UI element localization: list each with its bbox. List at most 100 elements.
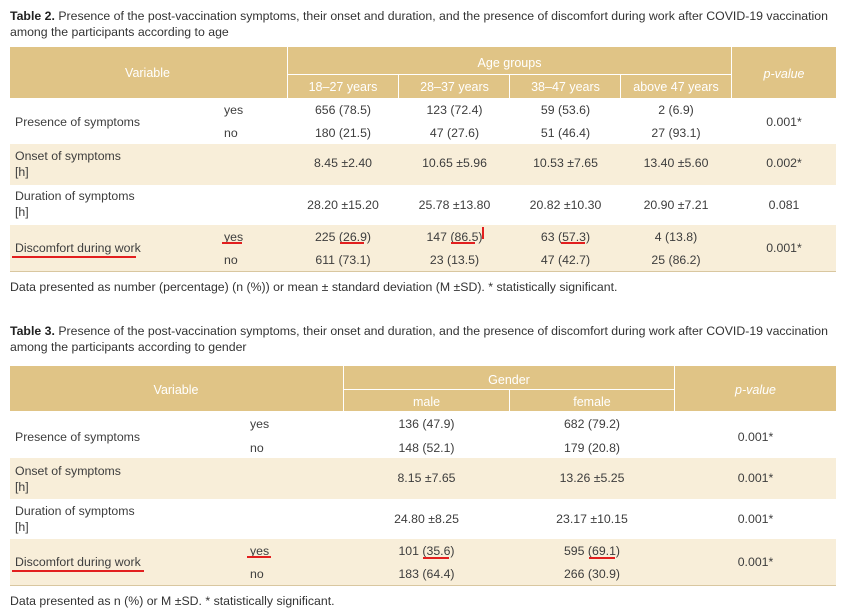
row-label: Discomfort during work	[15, 241, 141, 255]
row-unit: [h]	[15, 480, 29, 494]
col-header: male	[412, 395, 441, 409]
p-value: 0.001*	[737, 430, 774, 444]
p-value: 0.001*	[766, 115, 802, 129]
cell-value: 24.80 ±8.25	[394, 512, 459, 526]
cell-value: 59 (53.6)	[540, 103, 591, 117]
annotation-underline	[340, 242, 364, 244]
pvalue-header: p-value	[735, 383, 776, 397]
cell-value: 8.15 ±7.65	[397, 471, 456, 485]
table3-header: Variable Gender male female p-value	[10, 366, 836, 411]
cell-value: 13.26 ±5.25	[559, 471, 625, 485]
row-label: Discomfort during work	[15, 555, 141, 569]
annotation-mark	[482, 227, 484, 239]
cell-value: 47 (27.6)	[429, 126, 480, 140]
row-unit: [h]	[15, 165, 29, 179]
p-value: 0.001*	[737, 471, 774, 485]
annotation-underline	[222, 242, 242, 244]
cell-value: 148 (52.1)	[398, 441, 455, 455]
cell-value: 20.90 ±7.21	[643, 198, 709, 212]
cell-value: 147 (86.5)	[426, 230, 483, 244]
row-label: Duration of symptoms	[15, 189, 135, 203]
cell-value: 10.53 ±7.65	[533, 156, 598, 170]
cell-value: 63 (57.3)	[540, 230, 591, 244]
table-row: Onset of symptoms [h] 8.15 ±7.65 13.26 ±…	[10, 458, 836, 499]
row-label: Onset of symptoms	[15, 149, 121, 163]
row-label: Presence of symptoms	[15, 430, 141, 444]
annotation-underline	[589, 557, 615, 559]
variable-header: Variable	[125, 66, 170, 80]
age-groups-header: Age groups	[477, 56, 542, 70]
p-value: 0.001*	[766, 241, 802, 255]
cell-value: 20.82 ±10.30	[529, 198, 602, 212]
yes-label: yes	[250, 417, 270, 431]
p-value: 0.001*	[737, 555, 774, 569]
cell-value: 611 (73.1)	[315, 253, 371, 267]
col-header: above 47 years	[633, 80, 719, 94]
cell-value: 23 (13.5)	[429, 253, 480, 267]
table2-note: Data presented as number (percentage) (n…	[10, 280, 618, 294]
yes-label: yes	[224, 230, 244, 244]
cell-value: 25.78 ±13.80	[418, 198, 491, 212]
yes-label: yes	[250, 544, 270, 558]
cell-value: 266 (30.9)	[563, 567, 621, 581]
no-label: no	[224, 126, 238, 140]
cell-value: 656 (78.5)	[314, 103, 372, 117]
no-label: no	[224, 253, 238, 267]
p-value: 0.001*	[737, 512, 774, 526]
cell-value: 682 (79.2)	[563, 417, 621, 431]
row-unit: [h]	[15, 520, 29, 534]
table3: Variable Gender male female p-value Pres…	[10, 366, 836, 592]
p-value: 0.081	[768, 198, 800, 212]
annotation-underline	[451, 242, 475, 244]
cell-value: 180 (21.5)	[314, 126, 372, 140]
row-label: Onset of symptoms	[15, 464, 121, 478]
pvalue-header: p-value	[763, 67, 805, 81]
table2: Variable Age groups 18–27 years 28–37 ye…	[10, 47, 836, 280]
table2-caption: Table 2. Presence of the post-vaccinatio…	[10, 9, 828, 39]
cell-value: 51 (46.4)	[540, 126, 591, 140]
row-label: Presence of symptoms	[15, 115, 141, 129]
table-row: Presence of symptoms yes no 656 (78.5) 1…	[10, 98, 836, 144]
annotation-underline	[247, 556, 271, 558]
table2-header: Variable Age groups 18–27 years 28–37 ye…	[10, 47, 836, 98]
table-row: Discomfort during work yes no 101 (35.6)…	[10, 539, 836, 585]
cell-value: 136 (47.9)	[398, 417, 455, 431]
cell-value: 28.20 ±15.20	[307, 198, 379, 212]
yes-label: yes	[224, 103, 244, 117]
cell-value: 13.40 ±5.60	[643, 156, 709, 170]
cell-value: 23.17 ±10.15	[556, 512, 628, 526]
variable-header: Variable	[153, 383, 199, 397]
col-header: 28–37 years	[420, 80, 489, 94]
cell-value: 123 (72.4)	[426, 103, 483, 117]
cell-value: 595 (69.1)	[563, 544, 621, 558]
annotation-underline	[12, 570, 144, 572]
no-label: no	[250, 441, 264, 455]
row-label: Duration of symptoms	[15, 504, 135, 518]
no-label: no	[250, 567, 264, 581]
cell-value: 27 (93.1)	[651, 126, 701, 140]
annotation-underline	[12, 256, 136, 258]
table-row: Discomfort during work yes no 225 (26.9)…	[10, 225, 836, 271]
table3-note: Data presented as n (%) or M ±SD. * stat…	[10, 594, 335, 608]
table3-caption: Table 3. Presence of the post-vaccinatio…	[10, 324, 828, 354]
col-header: female	[573, 395, 611, 409]
cell-value: 2 (6.9)	[658, 103, 694, 117]
p-value: 0.002*	[766, 156, 802, 170]
gender-header: Gender	[488, 373, 530, 387]
cell-value: 4 (13.8)	[654, 230, 698, 244]
cell-value: 101 (35.6)	[398, 544, 455, 558]
cell-value: 179 (20.8)	[563, 441, 621, 455]
annotation-underline	[423, 557, 449, 559]
cell-value: 225 (26.9)	[314, 230, 372, 244]
table-row: Onset of symptoms [h] 8.45 ±2.40 10.65 ±…	[10, 144, 836, 185]
row-unit: [h]	[15, 205, 29, 219]
cell-value: 25 (86.2)	[651, 253, 701, 267]
table-row: Duration of symptoms [h] 24.80 ±8.25 23.…	[10, 499, 836, 539]
table-row: Duration of symptoms [h] 28.20 ±15.20 25…	[10, 185, 836, 225]
cell-value: 10.65 ±5.96	[422, 156, 487, 170]
annotation-underline	[561, 242, 585, 244]
cell-value: 47 (42.7)	[540, 253, 591, 267]
cell-value: 183 (64.4)	[398, 567, 455, 581]
cell-value: 8.45 ±2.40	[313, 156, 373, 170]
col-header: 38–47 years	[531, 80, 600, 94]
